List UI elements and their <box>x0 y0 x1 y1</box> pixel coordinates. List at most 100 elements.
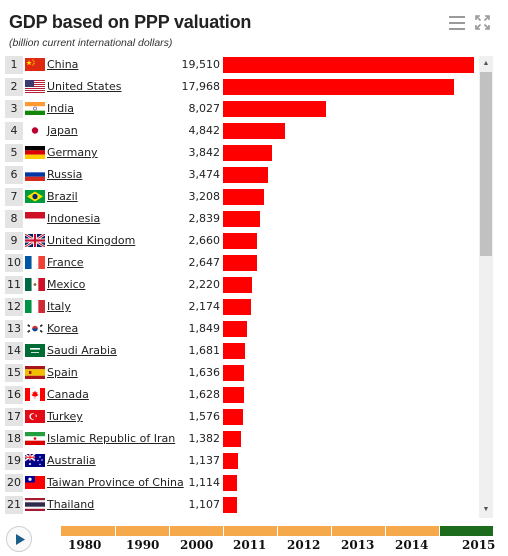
list-item-partial <box>0 516 478 518</box>
bar[interactable] <box>223 277 252 293</box>
hamburger-menu-icon[interactable] <box>449 16 465 30</box>
country-link[interactable]: Turkey <box>47 410 83 423</box>
country-link[interactable]: Saudi Arabia <box>47 344 117 357</box>
list-item[interactable]: 3 India 8,027 <box>0 98 478 120</box>
list-item[interactable]: 8 Indonesia 2,839 <box>0 208 478 230</box>
bar[interactable] <box>223 475 237 491</box>
list-item[interactable]: 14 Saudi Arabia 1,681 <box>0 340 478 362</box>
country-link[interactable]: Mexico <box>47 278 86 291</box>
value-label: 17,968 <box>181 80 221 93</box>
timeline-year-label[interactable]: 2000 <box>180 538 214 552</box>
bar[interactable] <box>223 453 238 469</box>
country-link[interactable]: Taiwan Province of China <box>47 476 184 489</box>
country-link[interactable]: Canada <box>47 388 89 401</box>
list-item[interactable]: 21 Thailand 1,107 <box>0 494 478 516</box>
list-item[interactable]: 7 Brazil 3,208 <box>0 186 478 208</box>
country-link[interactable]: United Kingdom <box>47 234 136 247</box>
list-item[interactable]: 12 Italy 2,174 <box>0 296 478 318</box>
timeline-segment[interactable] <box>385 526 439 536</box>
bar[interactable] <box>223 321 247 337</box>
scroll-up-arrow-icon[interactable]: ▲ <box>482 60 490 67</box>
bar[interactable] <box>223 189 264 205</box>
bar[interactable] <box>223 167 268 183</box>
list-item[interactable]: 5 Germany 3,842 <box>0 142 478 164</box>
thailand-flag-icon <box>25 498 45 511</box>
list-item[interactable]: 20 Taiwan Province of China 1,114 <box>0 472 478 494</box>
list-item[interactable]: 15 Spain 1,636 <box>0 362 478 384</box>
timeline-year-label[interactable]: 2013 <box>341 538 375 552</box>
country-link[interactable]: Russia <box>47 168 83 181</box>
country-link[interactable]: France <box>47 256 84 269</box>
timeline-year-label[interactable]: 2014 <box>395 538 429 552</box>
list-item[interactable]: 10 France 2,647 <box>0 252 478 274</box>
timeline-year-label[interactable]: 1980 <box>68 538 102 552</box>
bar[interactable] <box>223 343 245 359</box>
timeline-segment[interactable] <box>277 526 331 536</box>
rank-number: 1 <box>5 56 23 74</box>
timeline-segment[interactable] <box>439 526 493 536</box>
list-item[interactable]: 9 United Kingdom 2,660 <box>0 230 478 252</box>
country-link[interactable]: China <box>47 58 79 71</box>
list-item[interactable]: 1 China 19,510 <box>0 54 478 76</box>
country-link[interactable]: Italy <box>47 300 71 313</box>
country-link[interactable]: India <box>47 102 74 115</box>
value-label: 3,842 <box>188 146 221 159</box>
timeline-segment[interactable] <box>61 526 115 536</box>
bar[interactable] <box>223 431 241 447</box>
timeline-year-label[interactable]: 2015 <box>462 538 496 552</box>
timeline-year-label[interactable]: 2012 <box>287 538 321 552</box>
play-button[interactable] <box>6 526 32 552</box>
bar[interactable] <box>223 101 326 117</box>
bar[interactable] <box>223 299 251 315</box>
country-link[interactable]: Brazil <box>47 190 78 203</box>
bar[interactable] <box>223 409 243 425</box>
bar[interactable] <box>223 57 474 73</box>
bar[interactable] <box>223 365 244 381</box>
value-label: 3,474 <box>188 168 221 181</box>
bar[interactable] <box>223 255 257 271</box>
list-item[interactable]: 11 Mexico 2,220 <box>0 274 478 296</box>
list-item[interactable]: 6 Russia 3,474 <box>0 164 478 186</box>
bar[interactable] <box>223 211 260 227</box>
timeline-segment[interactable] <box>169 526 223 536</box>
list-item[interactable]: 13 Korea 1,849 <box>0 318 478 340</box>
scroll-down-arrow-icon[interactable]: ▼ <box>482 506 490 513</box>
list-item[interactable]: 18 Islamic Republic of Iran 1,382 <box>0 428 478 450</box>
bar[interactable] <box>223 387 244 403</box>
value-label: 1,114 <box>188 476 221 489</box>
value-label: 4,842 <box>188 124 221 137</box>
country-link[interactable]: Indonesia <box>47 212 101 225</box>
bar[interactable] <box>223 233 257 249</box>
country-link[interactable]: Spain <box>47 366 78 379</box>
list-item[interactable]: 4 Japan 4,842 <box>0 120 478 142</box>
timeline-segment[interactable] <box>331 526 385 536</box>
scrollbar-thumb[interactable] <box>480 72 492 256</box>
timeline-segment[interactable] <box>115 526 169 536</box>
timeline-bar[interactable] <box>61 526 493 536</box>
ranking-list: 1 China 19,510 2 United States 17,968 3 India 8,… <box>0 54 478 518</box>
value-label: 2,647 <box>188 256 221 269</box>
country-link[interactable]: Japan <box>47 124 78 137</box>
country-link[interactable]: United States <box>47 80 122 93</box>
rank-number: 16 <box>5 386 23 404</box>
list-item[interactable]: 16 Canada 1,628 <box>0 384 478 406</box>
value-label: 1,107 <box>188 498 221 511</box>
timeline-segment[interactable] <box>223 526 277 536</box>
timeline-year-label[interactable]: 2011 <box>233 538 267 552</box>
bar[interactable] <box>223 123 285 139</box>
country-link[interactable]: Islamic Republic of Iran <box>47 432 176 445</box>
country-link[interactable]: Korea <box>47 322 79 335</box>
timeline-year-label[interactable]: 1990 <box>126 538 160 552</box>
list-item[interactable]: 19 Australia 1,137 <box>0 450 478 472</box>
bar[interactable] <box>223 145 272 161</box>
country-link[interactable]: Germany <box>47 146 98 159</box>
timeline-divider <box>331 526 332 536</box>
list-item[interactable]: 17 Turkey 1,576 <box>0 406 478 428</box>
value-label: 1,681 <box>188 344 221 357</box>
list-item[interactable]: 2 United States 17,968 <box>0 76 478 98</box>
country-link[interactable]: Thailand <box>47 498 95 511</box>
bar[interactable] <box>223 497 237 513</box>
country-link[interactable]: Australia <box>47 454 96 467</box>
bar[interactable] <box>223 79 454 95</box>
expand-arrows-icon[interactable] <box>475 15 490 30</box>
